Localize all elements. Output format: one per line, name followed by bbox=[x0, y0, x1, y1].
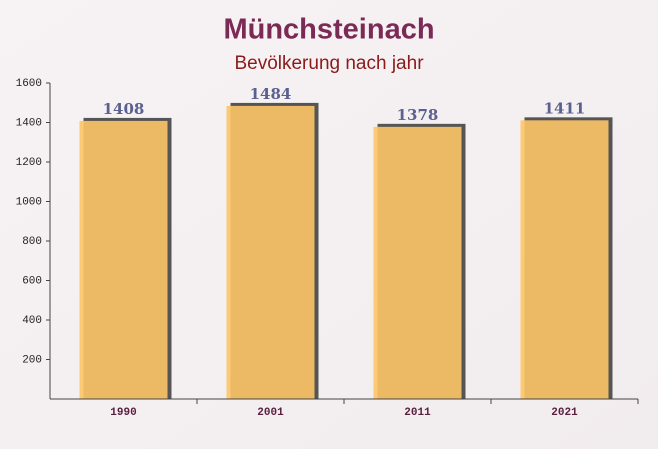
bar bbox=[520, 120, 609, 399]
y-tick-label: 1200 bbox=[16, 157, 42, 169]
x-tick-label: 1990 bbox=[110, 407, 136, 419]
x-tick-label: 2021 bbox=[551, 407, 578, 419]
y-tick-label: 600 bbox=[22, 275, 42, 287]
value-label: 1411 bbox=[544, 99, 586, 117]
x-tick-label: 2011 bbox=[404, 407, 431, 419]
y-tick-label: 800 bbox=[22, 236, 42, 248]
bar bbox=[226, 105, 315, 399]
bar bbox=[79, 120, 168, 400]
value-label: 1408 bbox=[103, 100, 145, 118]
y-tick-label: 1600 bbox=[16, 78, 42, 90]
y-tick-label: 1000 bbox=[16, 196, 42, 208]
x-tick-label: 2001 bbox=[257, 407, 284, 419]
chart-subtitle: Bevölkerung nach jahr bbox=[234, 53, 424, 74]
value-label: 1484 bbox=[250, 85, 292, 103]
y-tick-label: 200 bbox=[22, 354, 42, 366]
y-tick-label: 400 bbox=[22, 315, 42, 327]
bar bbox=[373, 126, 462, 399]
chart-title: Münchsteinach bbox=[223, 14, 434, 46]
y-tick-label: 1400 bbox=[16, 117, 42, 129]
value-label: 1378 bbox=[397, 106, 439, 124]
